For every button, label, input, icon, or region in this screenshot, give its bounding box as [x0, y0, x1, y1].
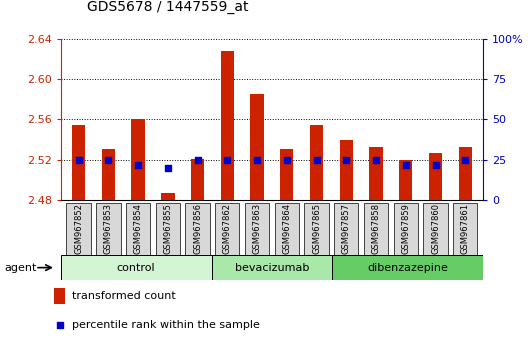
- Bar: [280, 149, 294, 200]
- Text: GSM967854: GSM967854: [134, 203, 143, 254]
- Text: GSM967853: GSM967853: [104, 203, 113, 254]
- Bar: [399, 160, 412, 200]
- Point: [282, 157, 291, 162]
- Point: [193, 157, 202, 162]
- Text: GSM967858: GSM967858: [372, 203, 381, 254]
- Text: agent: agent: [5, 263, 37, 273]
- Bar: [250, 94, 264, 200]
- FancyBboxPatch shape: [126, 203, 150, 255]
- FancyBboxPatch shape: [423, 203, 448, 255]
- Point: [104, 157, 112, 162]
- Text: dibenzazepine: dibenzazepine: [367, 263, 448, 273]
- Point: [431, 162, 440, 167]
- FancyBboxPatch shape: [185, 203, 210, 255]
- Text: control: control: [117, 263, 155, 273]
- FancyBboxPatch shape: [304, 203, 329, 255]
- Point: [253, 157, 261, 162]
- Text: GSM967863: GSM967863: [252, 203, 261, 254]
- FancyBboxPatch shape: [275, 203, 299, 255]
- Bar: [459, 147, 472, 200]
- Point: [134, 162, 142, 167]
- Text: GSM967864: GSM967864: [282, 203, 291, 254]
- Point: [402, 162, 410, 167]
- Point: [74, 157, 83, 162]
- Bar: [221, 51, 234, 200]
- Text: GSM967860: GSM967860: [431, 203, 440, 254]
- Bar: [54, 288, 65, 304]
- Text: GSM967861: GSM967861: [461, 203, 470, 254]
- Point: [342, 157, 351, 162]
- Bar: [101, 149, 115, 200]
- Text: GSM967852: GSM967852: [74, 203, 83, 254]
- Text: bevacizumab: bevacizumab: [235, 263, 309, 273]
- Text: GSM967862: GSM967862: [223, 203, 232, 254]
- FancyBboxPatch shape: [334, 203, 359, 255]
- Bar: [429, 153, 442, 200]
- FancyBboxPatch shape: [245, 203, 269, 255]
- FancyBboxPatch shape: [156, 203, 180, 255]
- Bar: [131, 119, 145, 200]
- Text: GDS5678 / 1447559_at: GDS5678 / 1447559_at: [87, 0, 249, 14]
- Text: transformed count: transformed count: [72, 291, 175, 301]
- Point: [56, 322, 64, 327]
- Bar: [212, 255, 332, 280]
- Bar: [191, 159, 204, 200]
- Bar: [72, 125, 85, 200]
- Bar: [310, 125, 323, 200]
- Text: GSM967859: GSM967859: [401, 203, 410, 254]
- Bar: [340, 139, 353, 200]
- Text: GSM967855: GSM967855: [163, 203, 172, 254]
- FancyBboxPatch shape: [364, 203, 388, 255]
- FancyBboxPatch shape: [67, 203, 91, 255]
- Text: percentile rank within the sample: percentile rank within the sample: [72, 320, 260, 330]
- Bar: [370, 147, 383, 200]
- Text: GSM967865: GSM967865: [312, 203, 321, 254]
- Text: GSM967857: GSM967857: [342, 203, 351, 254]
- Point: [313, 157, 321, 162]
- Point: [164, 165, 172, 171]
- Point: [223, 157, 231, 162]
- Bar: [161, 193, 174, 200]
- Point: [372, 157, 380, 162]
- Point: [461, 157, 469, 162]
- Bar: [332, 255, 483, 280]
- FancyBboxPatch shape: [393, 203, 418, 255]
- FancyBboxPatch shape: [215, 203, 240, 255]
- Bar: [61, 255, 212, 280]
- Text: GSM967856: GSM967856: [193, 203, 202, 254]
- FancyBboxPatch shape: [96, 203, 120, 255]
- FancyBboxPatch shape: [453, 203, 477, 255]
